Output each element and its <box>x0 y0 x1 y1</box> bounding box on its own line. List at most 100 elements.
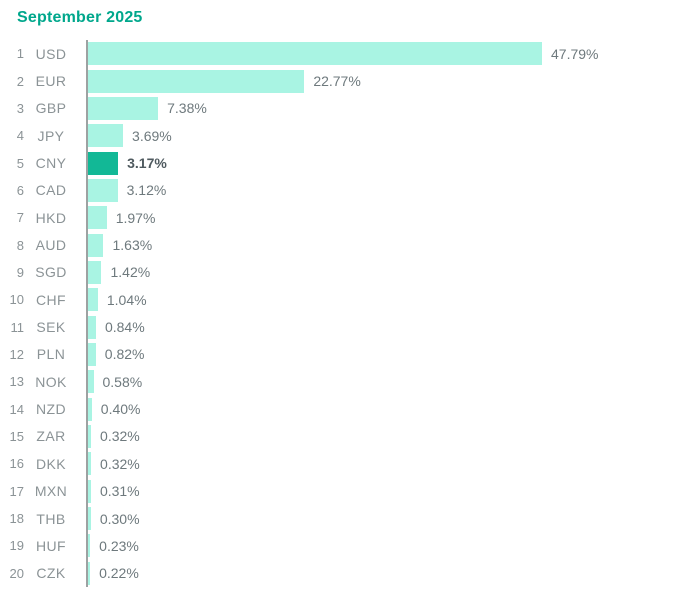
bar-track: 0.31% <box>86 477 675 505</box>
value-label: 47.79% <box>551 45 599 62</box>
value-bar <box>88 178 118 202</box>
bar-track: 1.04% <box>86 286 675 314</box>
value-label: 0.32% <box>100 428 140 445</box>
value-bar <box>88 151 119 175</box>
bar-track: 0.23% <box>86 532 675 560</box>
rank-label: 5 <box>16 155 24 171</box>
bar-track: 1.97% <box>86 204 675 232</box>
rank-label: 19 <box>9 538 24 554</box>
bar-track: 1.42% <box>86 258 675 287</box>
rank-label: 20 <box>9 565 24 581</box>
chart-row: 5 CNY 3.17% <box>0 149 675 177</box>
bar-track: 1.63% <box>86 231 675 259</box>
chart-row: 17 MXN 0.31% <box>0 477 675 505</box>
value-bar <box>88 260 102 284</box>
value-bar <box>88 479 91 503</box>
bar-track: 0.58% <box>86 368 675 396</box>
value-bar <box>88 507 91 531</box>
chart-row: 8 AUD 1.63% <box>0 231 675 259</box>
value-label: 22.77% <box>313 73 361 90</box>
bar-track: 0.84% <box>86 313 675 341</box>
chart-row: 13 NOK 0.58% <box>0 368 675 396</box>
currency-share-chart: September 2025 1 USD 47.79% 2 EUR 22.77%… <box>0 8 675 591</box>
currency-code-label: CZK <box>36 565 66 582</box>
value-label: 0.40% <box>100 401 141 418</box>
rank-label: 2 <box>16 73 24 89</box>
rank-label: 13 <box>9 374 24 390</box>
currency-code-label: CHF <box>36 291 66 308</box>
value-bar <box>88 370 94 394</box>
currency-code-label: THB <box>36 510 66 527</box>
value-label: 0.84% <box>104 319 145 336</box>
value-label: 0.82% <box>104 346 145 363</box>
rank-label: 17 <box>9 483 24 499</box>
value-bar <box>88 315 96 339</box>
currency-code-label: PLN <box>36 346 66 363</box>
currency-code-label: SGD <box>35 264 67 281</box>
rank-label: 9 <box>16 264 24 280</box>
currency-code-label: CNY <box>35 155 67 172</box>
bar-track: 0.30% <box>86 504 675 533</box>
rank-label: 10 <box>9 292 24 308</box>
chart-row: 20 CZK 0.22% <box>0 559 675 587</box>
currency-code-label: NOK <box>35 373 67 390</box>
currency-code-label: ZAR <box>36 428 66 445</box>
chart-title: September 2025 <box>17 9 143 26</box>
rank-label: 1 <box>16 46 24 62</box>
chart-row: 19 HUF 0.23% <box>0 532 675 560</box>
rank-label: 6 <box>16 182 24 198</box>
bar-track: 0.40% <box>86 395 675 423</box>
value-label: 3.12% <box>126 182 167 199</box>
currency-code-label: CAD <box>35 182 67 199</box>
chart-row: 3 GBP 7.38% <box>0 94 675 123</box>
value-label: 1.63% <box>112 237 153 254</box>
value-bar <box>88 561 91 585</box>
value-label: 1.04% <box>106 291 147 308</box>
currency-code-label: NZD <box>36 401 66 418</box>
value-bar <box>88 233 104 257</box>
value-bar <box>88 206 107 230</box>
rank-label: 16 <box>9 456 24 472</box>
chart-row: 7 HKD 1.97% <box>0 204 675 232</box>
currency-code-label: AUD <box>35 237 67 254</box>
bar-track: 3.12% <box>86 176 675 205</box>
rank-label: 7 <box>16 210 24 226</box>
bar-track: 3.69% <box>86 122 675 150</box>
chart-row: 15 ZAR 0.32% <box>0 422 675 451</box>
rank-label: 4 <box>16 128 24 144</box>
value-label: 1.97% <box>115 209 156 226</box>
value-label: 3.17% <box>127 155 167 172</box>
value-bar <box>88 397 92 421</box>
currency-code-label: JPY <box>37 127 65 144</box>
chart-row: 18 THB 0.30% <box>0 504 675 533</box>
value-label: 0.58% <box>102 373 143 390</box>
bar-track: 0.32% <box>86 422 675 451</box>
value-bar <box>88 534 91 558</box>
chart-row: 6 CAD 3.12% <box>0 176 675 205</box>
rank-label: 18 <box>9 511 24 527</box>
value-bar <box>88 42 542 66</box>
rank-label: 15 <box>9 428 24 444</box>
value-label: 1.42% <box>110 264 151 281</box>
chart-row: 1 USD 47.79% <box>0 40 675 68</box>
rank-label: 8 <box>16 237 24 253</box>
value-label: 3.69% <box>132 127 172 144</box>
currency-code-label: GBP <box>35 100 67 117</box>
value-bar <box>88 342 96 366</box>
rank-label: 12 <box>9 346 24 362</box>
currency-code-label: HUF <box>36 537 66 554</box>
chart-row: 12 PLN 0.82% <box>0 340 675 369</box>
bar-track: 47.79% <box>86 40 675 68</box>
bar-track: 22.77% <box>86 67 675 95</box>
chart-row: 9 SGD 1.42% <box>0 258 675 287</box>
chart-row: 14 NZD 0.40% <box>0 395 675 423</box>
value-label: 0.30% <box>99 510 140 527</box>
currency-code-label: EUR <box>35 73 67 90</box>
value-label: 0.32% <box>100 455 140 472</box>
currency-code-label: DKK <box>36 455 66 472</box>
bar-track: 3.17% <box>86 149 675 177</box>
chart-row: 11 SEK 0.84% <box>0 313 675 341</box>
chart-row: 16 DKK 0.32% <box>0 450 675 478</box>
value-bar <box>88 69 305 93</box>
rank-label: 14 <box>9 401 24 417</box>
